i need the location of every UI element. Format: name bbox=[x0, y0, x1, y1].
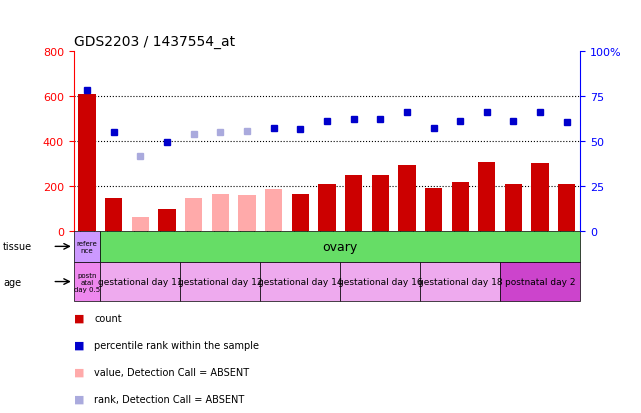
Text: rank, Detection Call = ABSENT: rank, Detection Call = ABSENT bbox=[94, 394, 244, 404]
Bar bbox=[105, 199, 122, 231]
Text: ■: ■ bbox=[74, 313, 84, 323]
Bar bbox=[292, 194, 309, 231]
Bar bbox=[451, 183, 469, 231]
Bar bbox=[425, 189, 442, 231]
Bar bbox=[500, 262, 580, 301]
Text: postnatal day 2: postnatal day 2 bbox=[505, 278, 576, 286]
Bar bbox=[101, 262, 180, 301]
Text: refere
nce: refere nce bbox=[77, 240, 97, 253]
Bar bbox=[260, 262, 340, 301]
Text: GDS2203 / 1437554_at: GDS2203 / 1437554_at bbox=[74, 35, 235, 49]
Bar bbox=[420, 262, 500, 301]
Text: percentile rank within the sample: percentile rank within the sample bbox=[94, 340, 259, 350]
Text: gestational day 16: gestational day 16 bbox=[338, 278, 422, 286]
Bar bbox=[78, 94, 96, 231]
Bar bbox=[265, 190, 282, 231]
Bar bbox=[478, 162, 495, 231]
Bar bbox=[74, 262, 101, 301]
Bar bbox=[74, 231, 101, 262]
Bar bbox=[158, 210, 176, 231]
Bar bbox=[340, 262, 420, 301]
Bar bbox=[212, 195, 229, 231]
Text: ■: ■ bbox=[74, 340, 84, 350]
Text: age: age bbox=[3, 277, 21, 287]
Bar bbox=[345, 176, 362, 231]
Bar bbox=[318, 184, 336, 231]
Bar bbox=[238, 195, 256, 231]
Text: gestational day 18: gestational day 18 bbox=[418, 278, 503, 286]
Text: gestational day 14: gestational day 14 bbox=[258, 278, 342, 286]
Bar bbox=[558, 185, 576, 231]
Text: postn
atal
day 0.5: postn atal day 0.5 bbox=[74, 272, 100, 292]
Text: gestational day 12: gestational day 12 bbox=[178, 278, 263, 286]
Bar bbox=[372, 176, 389, 231]
Text: ■: ■ bbox=[74, 367, 84, 377]
Text: ■: ■ bbox=[74, 394, 84, 404]
Text: gestational day 11: gestational day 11 bbox=[98, 278, 183, 286]
Bar bbox=[131, 218, 149, 231]
Bar bbox=[505, 184, 522, 231]
Text: ovary: ovary bbox=[322, 240, 358, 253]
Bar bbox=[185, 199, 203, 231]
Text: count: count bbox=[94, 313, 122, 323]
Bar bbox=[398, 166, 415, 231]
Bar bbox=[180, 262, 260, 301]
Bar bbox=[531, 164, 549, 231]
Text: tissue: tissue bbox=[3, 242, 32, 252]
Text: value, Detection Call = ABSENT: value, Detection Call = ABSENT bbox=[94, 367, 249, 377]
